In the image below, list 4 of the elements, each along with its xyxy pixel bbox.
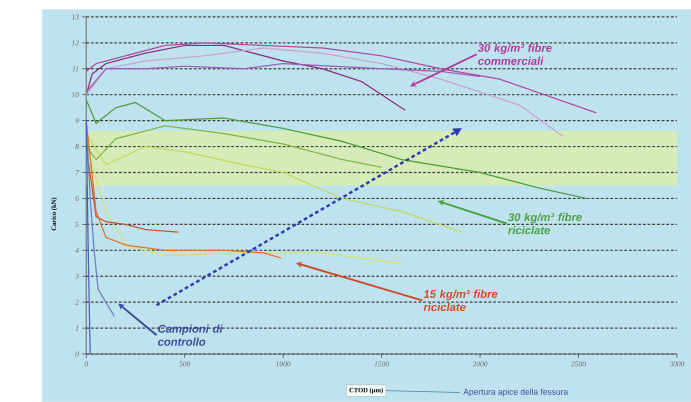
annotation: 15 kg/m³ fibre riciclate (424, 290, 498, 312)
annotation: 30 kg/m³ fibre riciclate (508, 212, 582, 234)
annotation: 30 kg/m³ fibre commerciali (478, 44, 552, 66)
text: Apertura apice della fessura (463, 388, 568, 396)
